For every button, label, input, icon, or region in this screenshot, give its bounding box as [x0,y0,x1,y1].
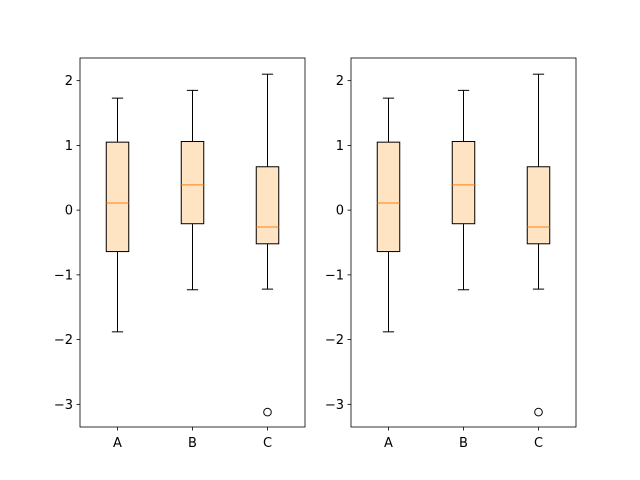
outlier-point [534,407,543,417]
box-A [105,141,130,253]
y-tick-label: 2 [65,74,73,89]
x-tick-label: C [534,436,543,451]
box-C [526,166,551,245]
x-tick-label: B [459,436,468,451]
y-tick-label: −1 [54,268,73,283]
y-tick-label: 0 [65,204,73,219]
y-tick-label: 0 [336,204,344,219]
y-tick-label: 1 [336,139,344,154]
y-tick-label: −3 [54,398,73,413]
x-tick-label: A [384,436,393,451]
x-tick-label: C [263,436,272,451]
box-C [255,166,280,245]
y-tick-label: −3 [325,398,344,413]
x-tick-label: B [188,436,197,451]
boxplot-panel-left: −3 −2 −1 0 1 2 A B C [54,57,306,451]
boxplot-panel-right: −3 −2 −1 0 1 2 A B C [325,57,577,451]
y-tick-label: −2 [54,333,73,348]
x-tick-label: A [113,436,122,451]
outlier-point [263,407,272,417]
y-tick-label: −2 [325,333,344,348]
box-B [451,141,476,225]
y-tick-label: 1 [65,139,73,154]
box-A [376,141,401,253]
y-tick-label: 2 [336,74,344,89]
box-B [180,141,205,225]
y-tick-label: −1 [325,268,344,283]
